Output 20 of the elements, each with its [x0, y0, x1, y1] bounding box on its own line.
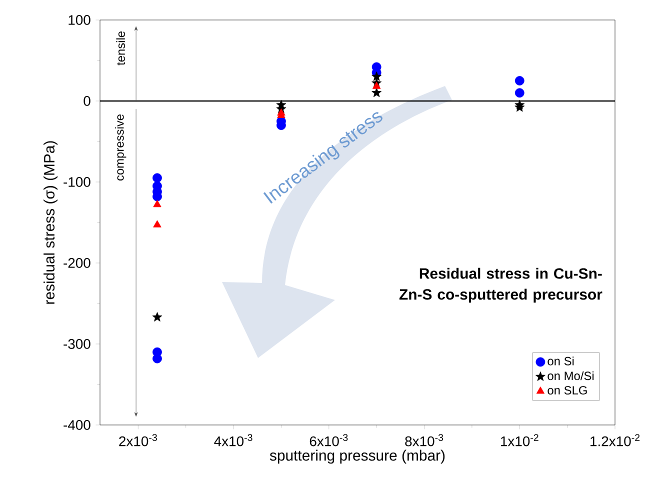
y-tick-label: -300 — [64, 339, 90, 349]
legend-label: on SLG — [548, 386, 587, 395]
x-tick-label: 8x10$^{-3}$ — [405, 434, 444, 446]
legend-label: on Mo/Si — [548, 371, 594, 380]
x-tick-label: 4x10$^{-3}$ — [214, 434, 252, 446]
annotation: compressive — [115, 114, 126, 181]
annotation: tensile — [116, 31, 125, 66]
x-tick-label: 6x10$^{-3}$ — [310, 434, 348, 446]
y-tick-label: 100 — [68, 15, 90, 25]
legend-label: on Si — [548, 356, 574, 366]
y-tick-label: 0 — [84, 96, 90, 106]
y-axis-title: residual stress (σ) (MPa) — [44, 141, 58, 304]
text: Residual stress in Cu-Sn-Zn-S co-sputtered precursor — [399, 268, 602, 303]
y-tick-label: -400 — [64, 420, 90, 430]
x-tick-label: 1x10$^{-2}$ — [500, 434, 538, 446]
x-axis-title: sputtering pressure (mbar) — [270, 450, 445, 464]
x-tick-label: 2x10$^{-3}$ — [119, 434, 157, 446]
x-tick-label: 1.2x10$^{-2}$ — [590, 434, 640, 446]
y-tick-label: -200 — [64, 258, 90, 268]
y-tick-label: -100 — [64, 177, 90, 187]
